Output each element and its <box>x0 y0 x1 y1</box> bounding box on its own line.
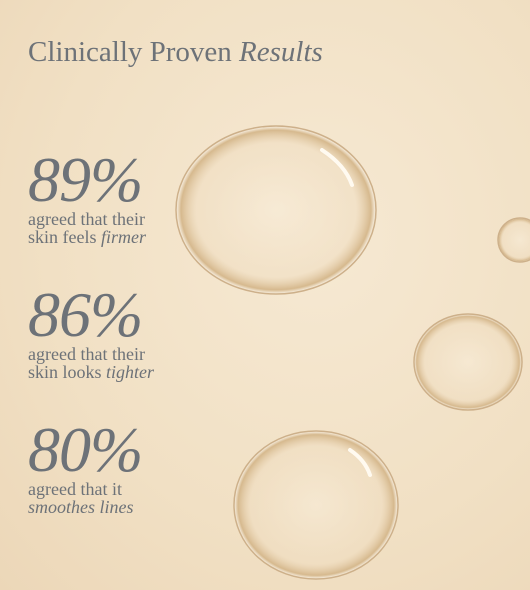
title: Clinically Proven Results <box>28 36 323 69</box>
stat-figure: 86% <box>28 279 143 350</box>
caption-line: smoothes lines <box>28 498 142 516</box>
stat: 89% agreed that their skin feels firmer <box>28 144 146 247</box>
title-text: Clinically Proven <box>28 36 232 68</box>
highlight <box>348 448 372 477</box>
droplet <box>497 217 530 263</box>
caption-text: skin feels <box>28 227 97 247</box>
caption-emphasis: tighter <box>106 362 155 382</box>
caption-emphasis: smoothes lines <box>28 497 134 517</box>
droplet <box>413 313 523 411</box>
stat-caption: agreed that their skin looks tighter <box>28 345 154 381</box>
droplet <box>233 430 399 580</box>
caption-line: agreed that their <box>28 209 145 229</box>
stat: 86% agreed that their skin looks tighter <box>28 279 154 382</box>
caption-line: agreed that their <box>28 344 145 364</box>
caption-text: skin looks <box>28 362 102 382</box>
stat-figure: 80% <box>28 414 143 485</box>
caption-emphasis: firmer <box>100 227 146 247</box>
highlight <box>320 148 354 187</box>
stat-figure: 89% <box>28 144 143 215</box>
caption-line: skin feels firmer <box>28 228 146 246</box>
droplet <box>175 125 377 295</box>
title-emphasis: Results <box>239 36 323 68</box>
stat-caption: agreed that it smoothes lines <box>28 480 142 516</box>
stat-caption: agreed that their skin feels firmer <box>28 210 146 246</box>
stat: 80% agreed that it smoothes lines <box>28 414 143 517</box>
caption-line: agreed that it <box>28 479 122 499</box>
caption-line: skin looks tighter <box>28 363 154 381</box>
